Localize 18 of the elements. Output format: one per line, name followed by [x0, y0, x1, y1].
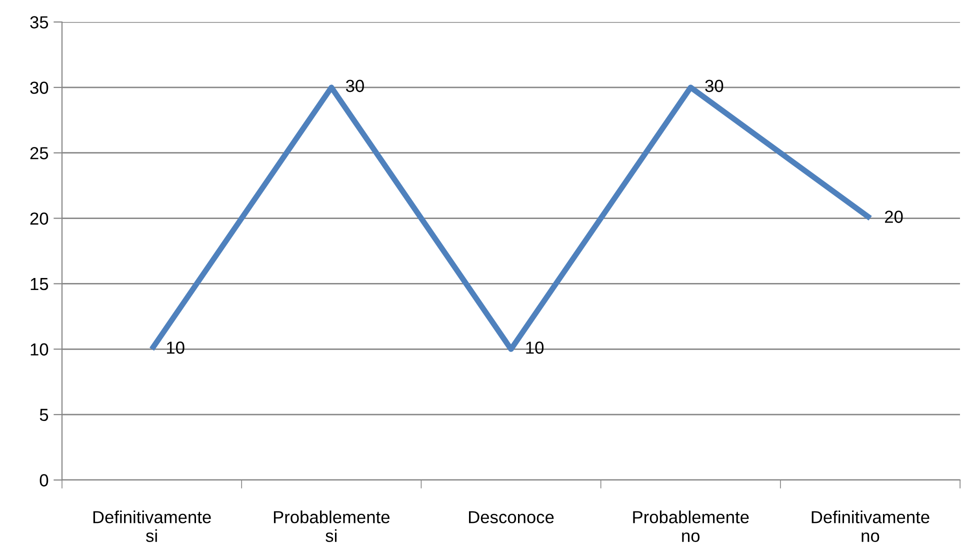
y-tick-label: 5 [40, 408, 48, 422]
data-label: 30 [705, 80, 724, 92]
data-label: 30 [346, 80, 364, 92]
y-tick-label: 25 [30, 147, 48, 160]
x-tick-label: Definitivamente no [812, 510, 930, 542]
y-tick-label: 15 [30, 278, 48, 290]
y-tick-label: 10 [30, 343, 48, 356]
y-tick-label: 20 [30, 212, 48, 225]
x-tick-label: Definitivamente si [93, 510, 211, 542]
data-label: 10 [167, 342, 184, 354]
x-tick-label: Probablemente no [633, 510, 749, 542]
data-label: 20 [884, 210, 903, 223]
x-tick-label: Probablemente si [274, 510, 390, 542]
data-label: 10 [526, 342, 544, 354]
y-tick-label: 35 [30, 16, 48, 28]
y-tick-label: 30 [30, 82, 48, 94]
y-tick-label: 0 [40, 474, 48, 486]
x-tick-label: Desconoce [469, 511, 554, 524]
